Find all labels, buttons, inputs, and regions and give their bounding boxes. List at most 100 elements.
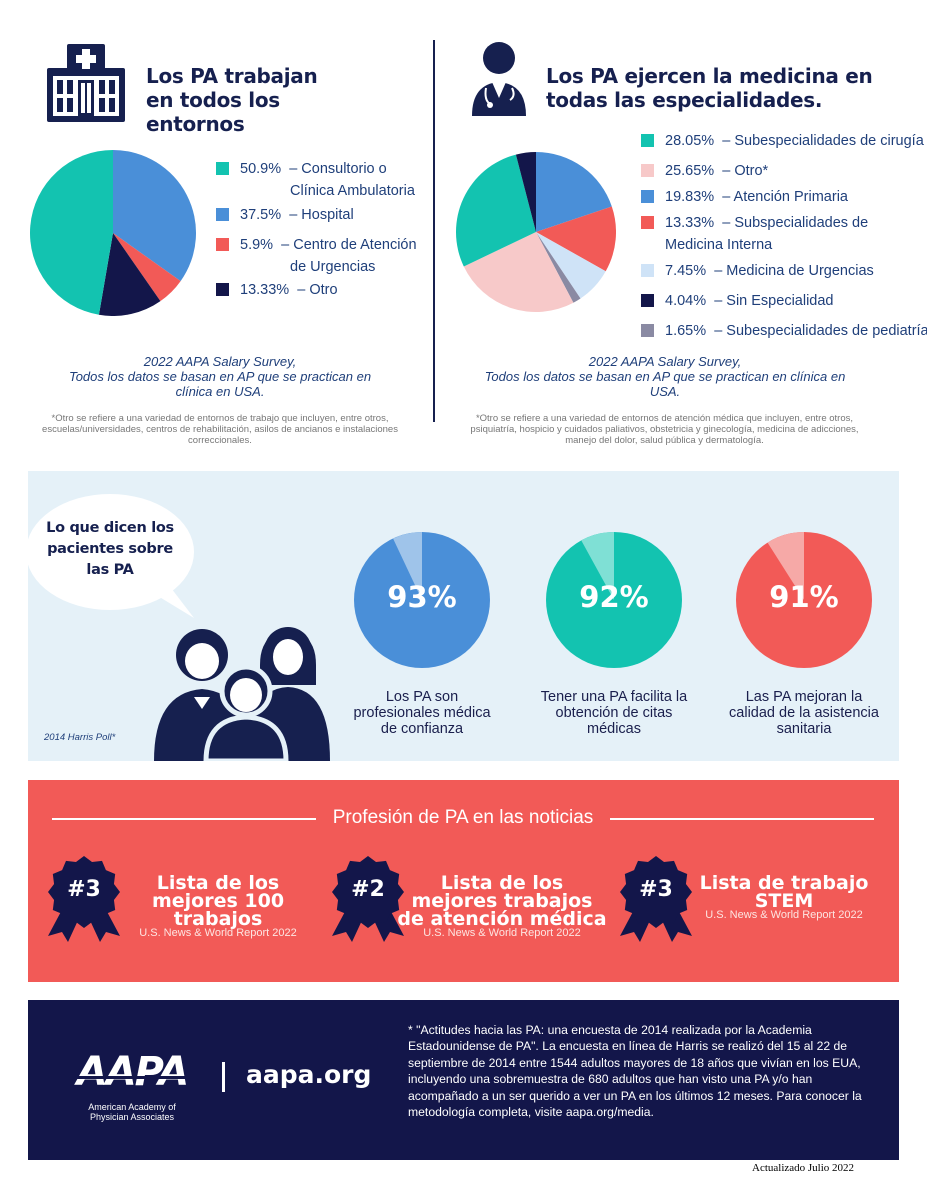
legend-text: 37.5% – Hospital xyxy=(240,204,354,226)
legend-swatch xyxy=(641,134,654,147)
updated-date: Actualizado Julio 2022 xyxy=(752,1162,855,1174)
aapa-url[interactable]: aapa.org xyxy=(246,1060,372,1089)
legend-swatch xyxy=(216,238,229,251)
legend-swatch xyxy=(216,283,229,296)
pie-slice xyxy=(536,206,616,272)
specialties-note: *Otro se refiere a una variedad de entor… xyxy=(470,413,859,446)
news-rank: #2 xyxy=(351,877,385,902)
pie-slice xyxy=(30,150,114,315)
specialties-pie-chart xyxy=(456,150,616,314)
ribbon-badge-icon xyxy=(616,856,696,942)
stat-donut xyxy=(736,532,872,668)
legend-swatch xyxy=(216,208,229,221)
stat-percent: 93% xyxy=(387,580,457,614)
stat-percent: 92% xyxy=(579,580,649,614)
news-title: Lista de trabajo STEM xyxy=(699,872,869,912)
legend-value: 13.33% xyxy=(240,282,290,298)
legend-gap xyxy=(706,293,714,309)
news-item: Lista de los mejores trabajos de atenció… xyxy=(397,874,607,939)
legend-label: – Otro* xyxy=(722,163,769,179)
legend-text: 1.65% – Subespecialidades de pediatría xyxy=(665,320,927,342)
news-item: Lista de los mejores 100 trabajos U.S. Ne… xyxy=(113,874,323,939)
column-divider xyxy=(433,40,435,422)
family-icon xyxy=(150,625,340,764)
legend-gap xyxy=(706,323,714,339)
legend-label: – Medicina de Urgencias xyxy=(714,263,874,279)
legend-swatch xyxy=(641,324,654,337)
legend-text: 13.33% – Subspecialidades de Medicina Int… xyxy=(665,212,868,256)
settings-source-line: clínica en USA. xyxy=(175,384,265,399)
footer-divider xyxy=(222,1062,225,1092)
pie-slice xyxy=(456,154,536,267)
legend-value: 1.65% xyxy=(665,323,707,339)
legend-text: 19.83% – Atención Primaria xyxy=(665,186,848,208)
legend-label: – Subespecialidades de pediatría xyxy=(714,323,927,339)
speech-bubble-text: Lo que dicen los pacientes sobre las PA xyxy=(46,520,174,578)
legend-swatch xyxy=(216,162,229,175)
ribbon-badge-icon xyxy=(328,856,408,942)
legend-value: 25.65% xyxy=(665,163,715,179)
legend-label: – Hospital xyxy=(289,207,354,223)
legend-gap xyxy=(281,207,289,223)
hospital-icon xyxy=(45,42,127,124)
pie-slice xyxy=(113,233,181,302)
settings-title: Los PA trabajan en todos los entornos xyxy=(146,64,318,136)
legend-text: 13.33% – Otro xyxy=(240,279,338,301)
legend-swatch xyxy=(641,294,654,307)
pie-slice xyxy=(463,232,574,312)
legend-label: – Subespecialidades de cirugía xyxy=(722,133,924,149)
settings-source-line: Todos los datos se basan en AP que se pr… xyxy=(68,369,372,384)
legend-gap xyxy=(273,237,281,253)
settings-note: *Otro se refiere a una variedad de entor… xyxy=(42,413,398,446)
news-heading-rule-right xyxy=(610,818,874,820)
legend-label-cont: de Urgencias xyxy=(290,259,376,275)
legend-label: – Otro xyxy=(297,282,338,298)
settings-source-line: 2022 AAPA Salary Survey, xyxy=(143,354,297,369)
legend-value: 50.9% xyxy=(240,161,282,177)
stat-caption: Los PA son profesionales médica de confi… xyxy=(353,689,491,737)
pie-slice xyxy=(98,233,161,316)
legend-swatch xyxy=(641,264,654,277)
legend-text: 7.45% – Medicina de Urgencias xyxy=(665,260,874,282)
legend-value: 5.9% xyxy=(240,237,274,253)
legend-label: – Centro de Atención xyxy=(281,237,417,253)
news-heading-rule-left xyxy=(52,818,316,820)
pie-slice xyxy=(515,152,536,232)
stat-donut xyxy=(354,532,490,668)
stat-caption: Las PA mejoran la calidad de la asistenc… xyxy=(729,689,879,737)
specialties-source-line: 2022 AAPA Salary Survey, xyxy=(588,354,742,369)
specialties-source: 2022 AAPA Salary Survey, Todos los datos… xyxy=(465,354,865,399)
news-heading: Profesión de PA en las noticias xyxy=(332,807,594,828)
footer-panel xyxy=(28,1000,899,1160)
news-panel xyxy=(28,780,899,982)
news-rank: #3 xyxy=(67,877,101,902)
legend-value: 4.04% xyxy=(665,293,707,309)
legend-gap xyxy=(281,161,289,177)
legend-label-cont: Clínica Ambulatoria xyxy=(290,183,415,199)
legend-text: 4.04% – Sin Especialidad xyxy=(665,290,834,312)
aapa-logo-stripes xyxy=(62,1076,192,1079)
news-source: U.S. News & World Report 2022 xyxy=(139,927,297,939)
news-source: U.S. News & World Report 2022 xyxy=(423,927,581,939)
specialties-title: Los PA ejercen la medicina en todas las … xyxy=(546,64,873,112)
aapa-logo: AAPA American Academy of Physician Assoc… xyxy=(62,1052,202,1132)
legend-text: 28.05% – Subespecialidades de cirugía xyxy=(665,130,924,152)
legend-label: – Sin Especialidad xyxy=(714,293,834,309)
survey-disclaimer: * "Actitudes hacia las PA: una encuesta … xyxy=(408,1023,862,1120)
settings-source: 2022 AAPA Salary Survey, Todos los datos… xyxy=(55,354,385,399)
specialties-source-line: Todos los datos se basan en AP que se pr… xyxy=(484,369,846,384)
legend-label: – Subspecialidades de xyxy=(722,215,869,231)
legend-value: 28.05% xyxy=(665,133,715,149)
legend-swatch xyxy=(641,216,654,229)
legend-gap xyxy=(706,263,714,279)
ribbon-badge-icon xyxy=(44,856,124,942)
pie-slice xyxy=(536,152,612,232)
speech-bubble xyxy=(18,490,198,620)
legend-label: – Consultorio o xyxy=(289,161,387,177)
pie-slice xyxy=(113,150,196,282)
org-name-line-2: Physician Associates xyxy=(89,1112,175,1122)
news-item: Lista de trabajo STEM U.S. News & World R… xyxy=(699,874,869,921)
legend-value: 13.33% xyxy=(665,215,715,231)
org-name-line-1: American Academy of xyxy=(88,1102,176,1112)
stat-donut xyxy=(546,532,682,668)
